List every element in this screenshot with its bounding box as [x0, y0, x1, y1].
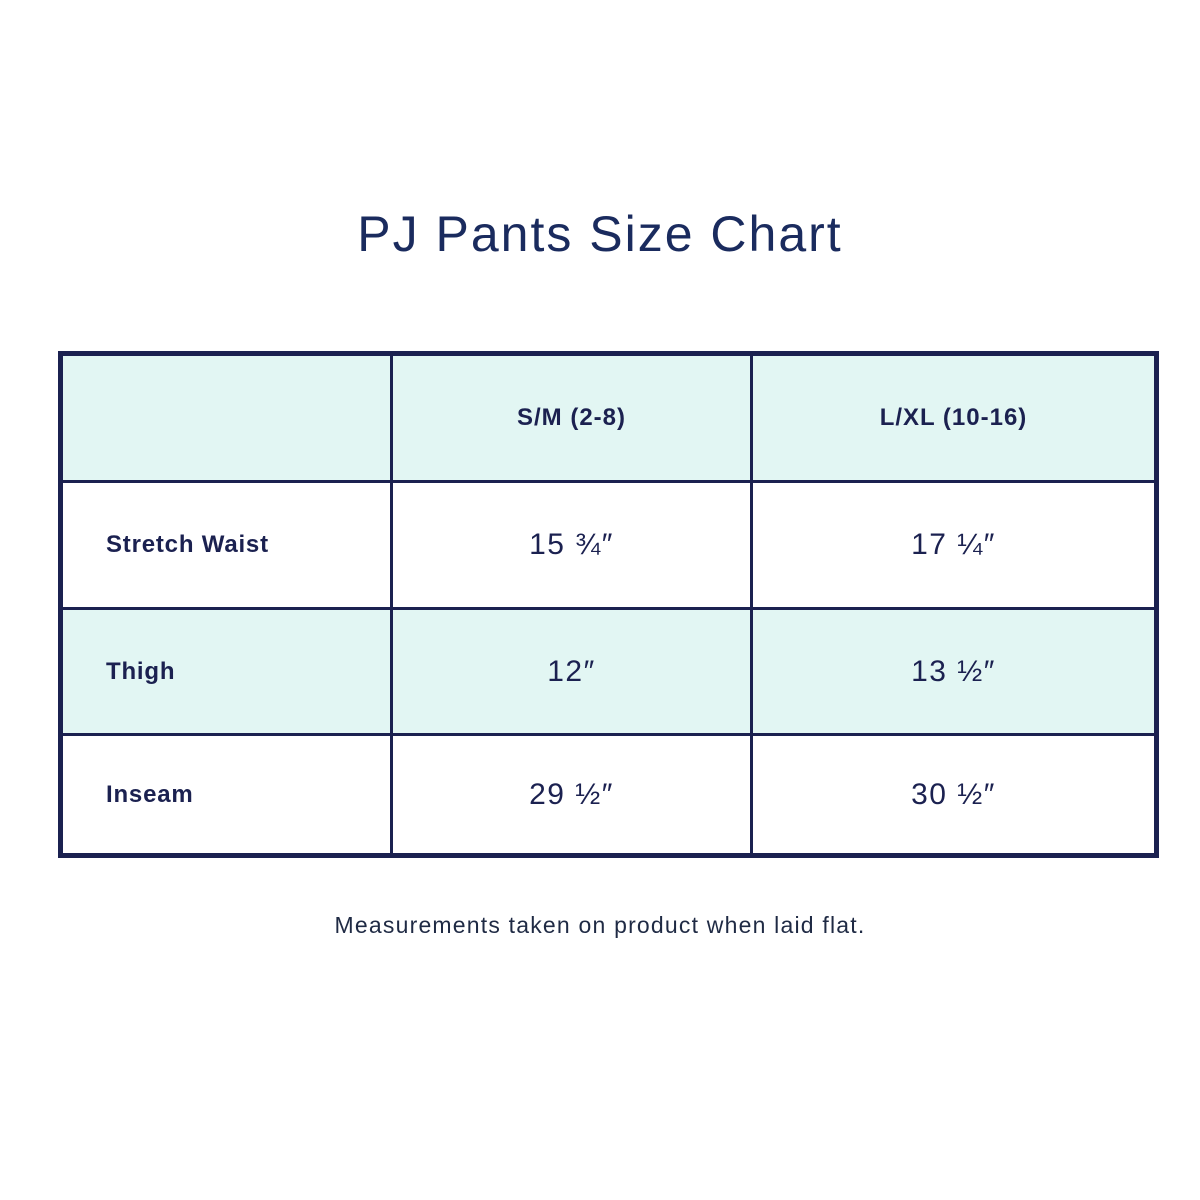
header-cell-lxl: L/XL (10-16): [879, 404, 1028, 431]
size-table: S/M (2-8) L/XL (10-16) Stretch Waist 15 …: [58, 351, 1159, 858]
footnote: Measurements taken on product when laid …: [334, 912, 866, 938]
row-label: Thigh: [63, 610, 393, 733]
value-cell: 15 ¾″: [393, 483, 753, 607]
table-row: Inseam 29 ½″ 30 ½″: [63, 736, 1154, 853]
page-title: PJ Pants Size Chart: [357, 206, 843, 262]
table-header-row: S/M (2-8) L/XL (10-16): [63, 356, 1154, 483]
value-cell: 29 ½″: [393, 736, 753, 853]
header-cell-empty: [63, 356, 393, 480]
row-label: Inseam: [63, 736, 393, 853]
value-cell: 13 ½″: [911, 654, 996, 688]
value-cell: 12″: [393, 610, 753, 733]
value-cell: 30 ½″: [911, 777, 996, 811]
table-row: Stretch Waist 15 ¾″ 17 ¼″: [63, 483, 1154, 610]
table-row: Thigh 12″ 13 ½″: [63, 610, 1154, 736]
value-cell: 17 ¼″: [911, 528, 996, 561]
row-label: Stretch Waist: [63, 483, 393, 607]
header-cell-sm: S/M (2-8): [393, 356, 753, 480]
